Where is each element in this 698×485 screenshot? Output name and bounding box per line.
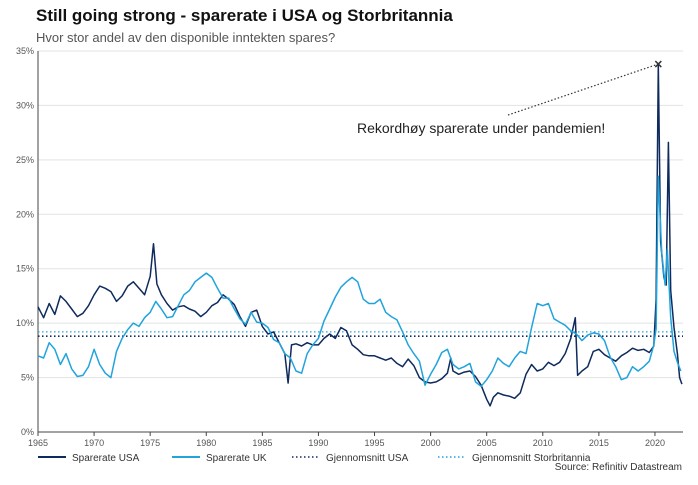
chart-title: Still going strong - sparerate i USA og …	[36, 6, 453, 25]
series-lines	[37, 63, 683, 407]
series-line-2	[37, 175, 682, 388]
x-tick-label: 2005	[477, 438, 497, 448]
x-tick-label: 1995	[365, 438, 385, 448]
annotation-group: Rekordhøy sparerate under pandemien!	[357, 60, 662, 136]
y-axis-ticks: 0% 5% 10% 15% 20% 25% 30% 35%	[16, 46, 34, 437]
x-tick-label: 2000	[421, 438, 441, 448]
annotation-text: Rekordhøy sparerate under pandemien!	[357, 120, 605, 136]
x-tick-label: 1985	[252, 438, 272, 448]
y-tick-label: 15%	[16, 264, 34, 274]
x-tick-label: 2015	[589, 438, 609, 448]
source-note: Source: Refinitiv Datastream	[555, 462, 682, 473]
x-tick-label: 1965	[28, 438, 48, 448]
x-tick-label: 1970	[84, 438, 104, 448]
legend-label: Sparerate USA	[72, 453, 140, 464]
y-tick-label: 5%	[21, 373, 34, 383]
gridlines	[38, 50, 683, 379]
series-line-1	[37, 63, 683, 407]
y-tick-label: 10%	[16, 318, 34, 328]
x-tick-label: 2020	[645, 438, 665, 448]
legend-label: Sparerate UK	[206, 453, 267, 464]
x-axis: 1965 1970 1975 1980 1985 1990 1995 2000 2005 2010…	[28, 51, 683, 448]
legend: Sparerate USA Sparerate UK Gjennomsnitt US…	[38, 453, 591, 464]
x-tick-label: 1980	[196, 438, 216, 448]
x-tick-label: 2010	[533, 438, 553, 448]
y-tick-label: 30%	[16, 100, 34, 110]
legend-label: Gjennomsnitt Storbritannia	[472, 453, 591, 464]
x-tick-label: 1975	[140, 438, 160, 448]
x-tick-label: 1990	[308, 438, 328, 448]
annotation-pointer	[507, 63, 659, 116]
y-tick-label: 25%	[16, 155, 34, 165]
y-tick-label: 0%	[21, 427, 34, 437]
peak-marker	[654, 60, 662, 68]
y-tick-label: 35%	[16, 46, 34, 56]
legend-label: Gjennomsnitt USA	[326, 453, 409, 464]
y-tick-label: 20%	[16, 209, 34, 219]
chart-subtitle: Hvor stor andel av den disponible inntek…	[36, 30, 336, 45]
